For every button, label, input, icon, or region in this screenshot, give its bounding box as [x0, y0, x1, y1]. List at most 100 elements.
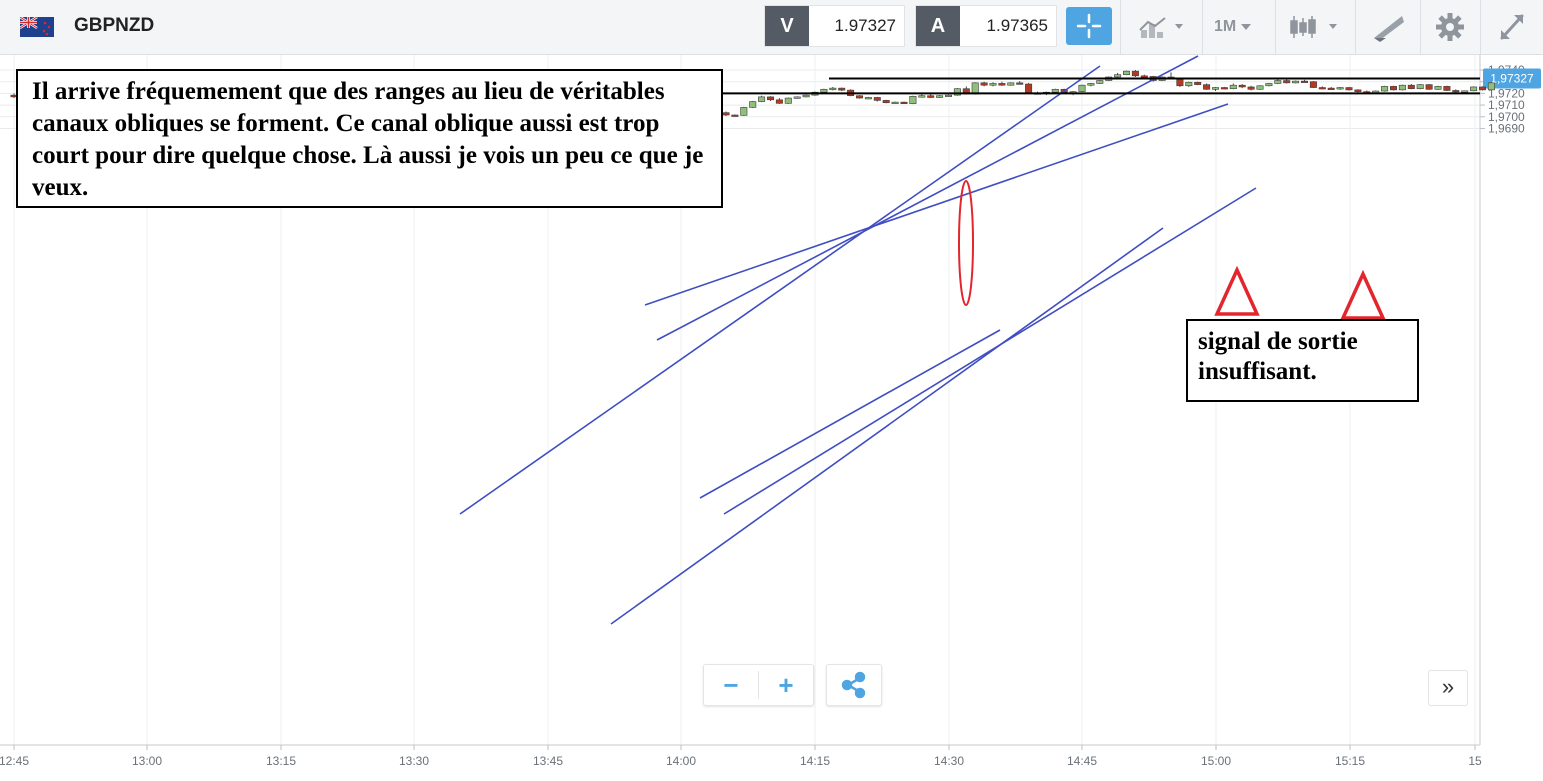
candle [784, 97, 792, 104]
fullscreen-button[interactable] [1490, 8, 1534, 46]
indicators-button[interactable] [1285, 8, 1345, 46]
crosshair-icon [1076, 13, 1102, 39]
candle [1461, 90, 1469, 93]
candle-body [1274, 80, 1282, 84]
candle [1390, 85, 1398, 91]
candle-body [1487, 82, 1495, 91]
candle-body [953, 88, 961, 96]
candle-body [793, 96, 801, 99]
candle [1398, 84, 1406, 91]
candle-body [1381, 86, 1389, 92]
candle-body [1345, 87, 1353, 91]
share-button[interactable] [826, 664, 882, 706]
chevron-down-icon [1240, 23, 1251, 30]
crosshair-button[interactable] [1066, 7, 1112, 45]
sell-price: 1.97327 [834, 16, 896, 35]
candle-body [1203, 84, 1211, 90]
candle [802, 94, 810, 98]
zoom-out-button[interactable]: − [723, 670, 739, 700]
candle [1131, 70, 1139, 78]
candle-body [1096, 80, 1104, 84]
candle [980, 81, 988, 87]
candle [1479, 86, 1487, 91]
timeframe-dropdown[interactable]: 1M [1214, 8, 1264, 46]
buy-quote[interactable]: A 1.97365 [915, 5, 1057, 47]
candle-body [1309, 81, 1317, 88]
candle [855, 95, 863, 99]
candle-body [1425, 84, 1433, 90]
candle-body [1416, 84, 1424, 90]
candle [953, 88, 961, 96]
scroll-to-latest-button[interactable]: » [1428, 670, 1468, 706]
candle [758, 95, 766, 103]
candle-body [882, 100, 890, 104]
candle [1327, 86, 1335, 90]
candle-body [838, 87, 846, 91]
candle-body [1256, 85, 1264, 90]
candle [1425, 84, 1433, 90]
chart-toolbar: GBPNZD V 1.97327 A 1.97365 1M [0, 0, 1543, 55]
settings-button[interactable] [1428, 8, 1472, 46]
candle [936, 95, 944, 99]
chart-type-button[interactable] [1135, 8, 1195, 46]
candle [1220, 86, 1228, 90]
candle-body [1452, 90, 1460, 93]
candle-body [829, 87, 837, 90]
candle [1078, 84, 1086, 93]
candle-body [731, 114, 739, 117]
candle-body [775, 99, 783, 104]
time-axis: 12:45 13:00 13:15 13:30 13:45 14:00 14:15 14:30… [0, 744, 1482, 768]
candle [1140, 74, 1148, 78]
candle-body [749, 101, 757, 108]
x-tick-label: 13:00 [132, 754, 162, 768]
candle [1345, 86, 1353, 91]
x-tick-label: 13:15 [266, 754, 296, 768]
sell-quote[interactable]: V 1.97327 [764, 5, 905, 47]
exit-signal-note: signal de sortie insuffisant. [1186, 319, 1419, 402]
candle [1318, 86, 1326, 90]
candle [1407, 84, 1415, 90]
candle-body [1327, 87, 1335, 90]
candle-body [820, 88, 828, 93]
zoom-controls: − + [703, 664, 814, 706]
fullscreen-icon [1500, 14, 1524, 40]
buy-price: 1.97365 [986, 16, 1048, 35]
candle-body [1016, 82, 1024, 85]
candle-body [1194, 81, 1202, 85]
y-tick-label: 1,9710 [1488, 98, 1525, 112]
x-tick-label: 15:15 [1335, 754, 1365, 768]
candle-body [1292, 80, 1300, 84]
candle [749, 100, 757, 108]
candle-body [971, 82, 979, 95]
y-tick-label: 1,9700 [1488, 110, 1525, 124]
candle [1301, 79, 1309, 83]
candle [793, 96, 801, 99]
candle [944, 94, 952, 97]
candle [1087, 82, 1095, 87]
candle [998, 81, 1006, 86]
candle-body [1025, 83, 1033, 94]
candle [1309, 81, 1317, 89]
candle-body [864, 97, 872, 100]
candle [1025, 82, 1033, 94]
candle-body [802, 94, 810, 98]
exit-signal-triangle [1214, 265, 1260, 316]
x-tick-label: 15:00 [1201, 754, 1231, 768]
candle-body [1229, 84, 1237, 90]
candle [1212, 86, 1220, 92]
candle [838, 87, 846, 92]
breakout-ellipse [958, 180, 974, 306]
candle-body [1283, 80, 1291, 84]
candle-body [980, 82, 988, 86]
trendline [610, 227, 1164, 625]
candle-body [989, 83, 997, 86]
candle-body [1434, 86, 1442, 90]
candle [900, 101, 908, 104]
drawing-tools-button[interactable] [1366, 8, 1410, 46]
candle [1203, 83, 1211, 90]
candle-body [1301, 80, 1309, 83]
current-price-tag [1483, 68, 1541, 89]
zoom-in-button[interactable]: + [778, 670, 794, 700]
candle-body [855, 95, 863, 99]
candle-body [1398, 84, 1406, 91]
